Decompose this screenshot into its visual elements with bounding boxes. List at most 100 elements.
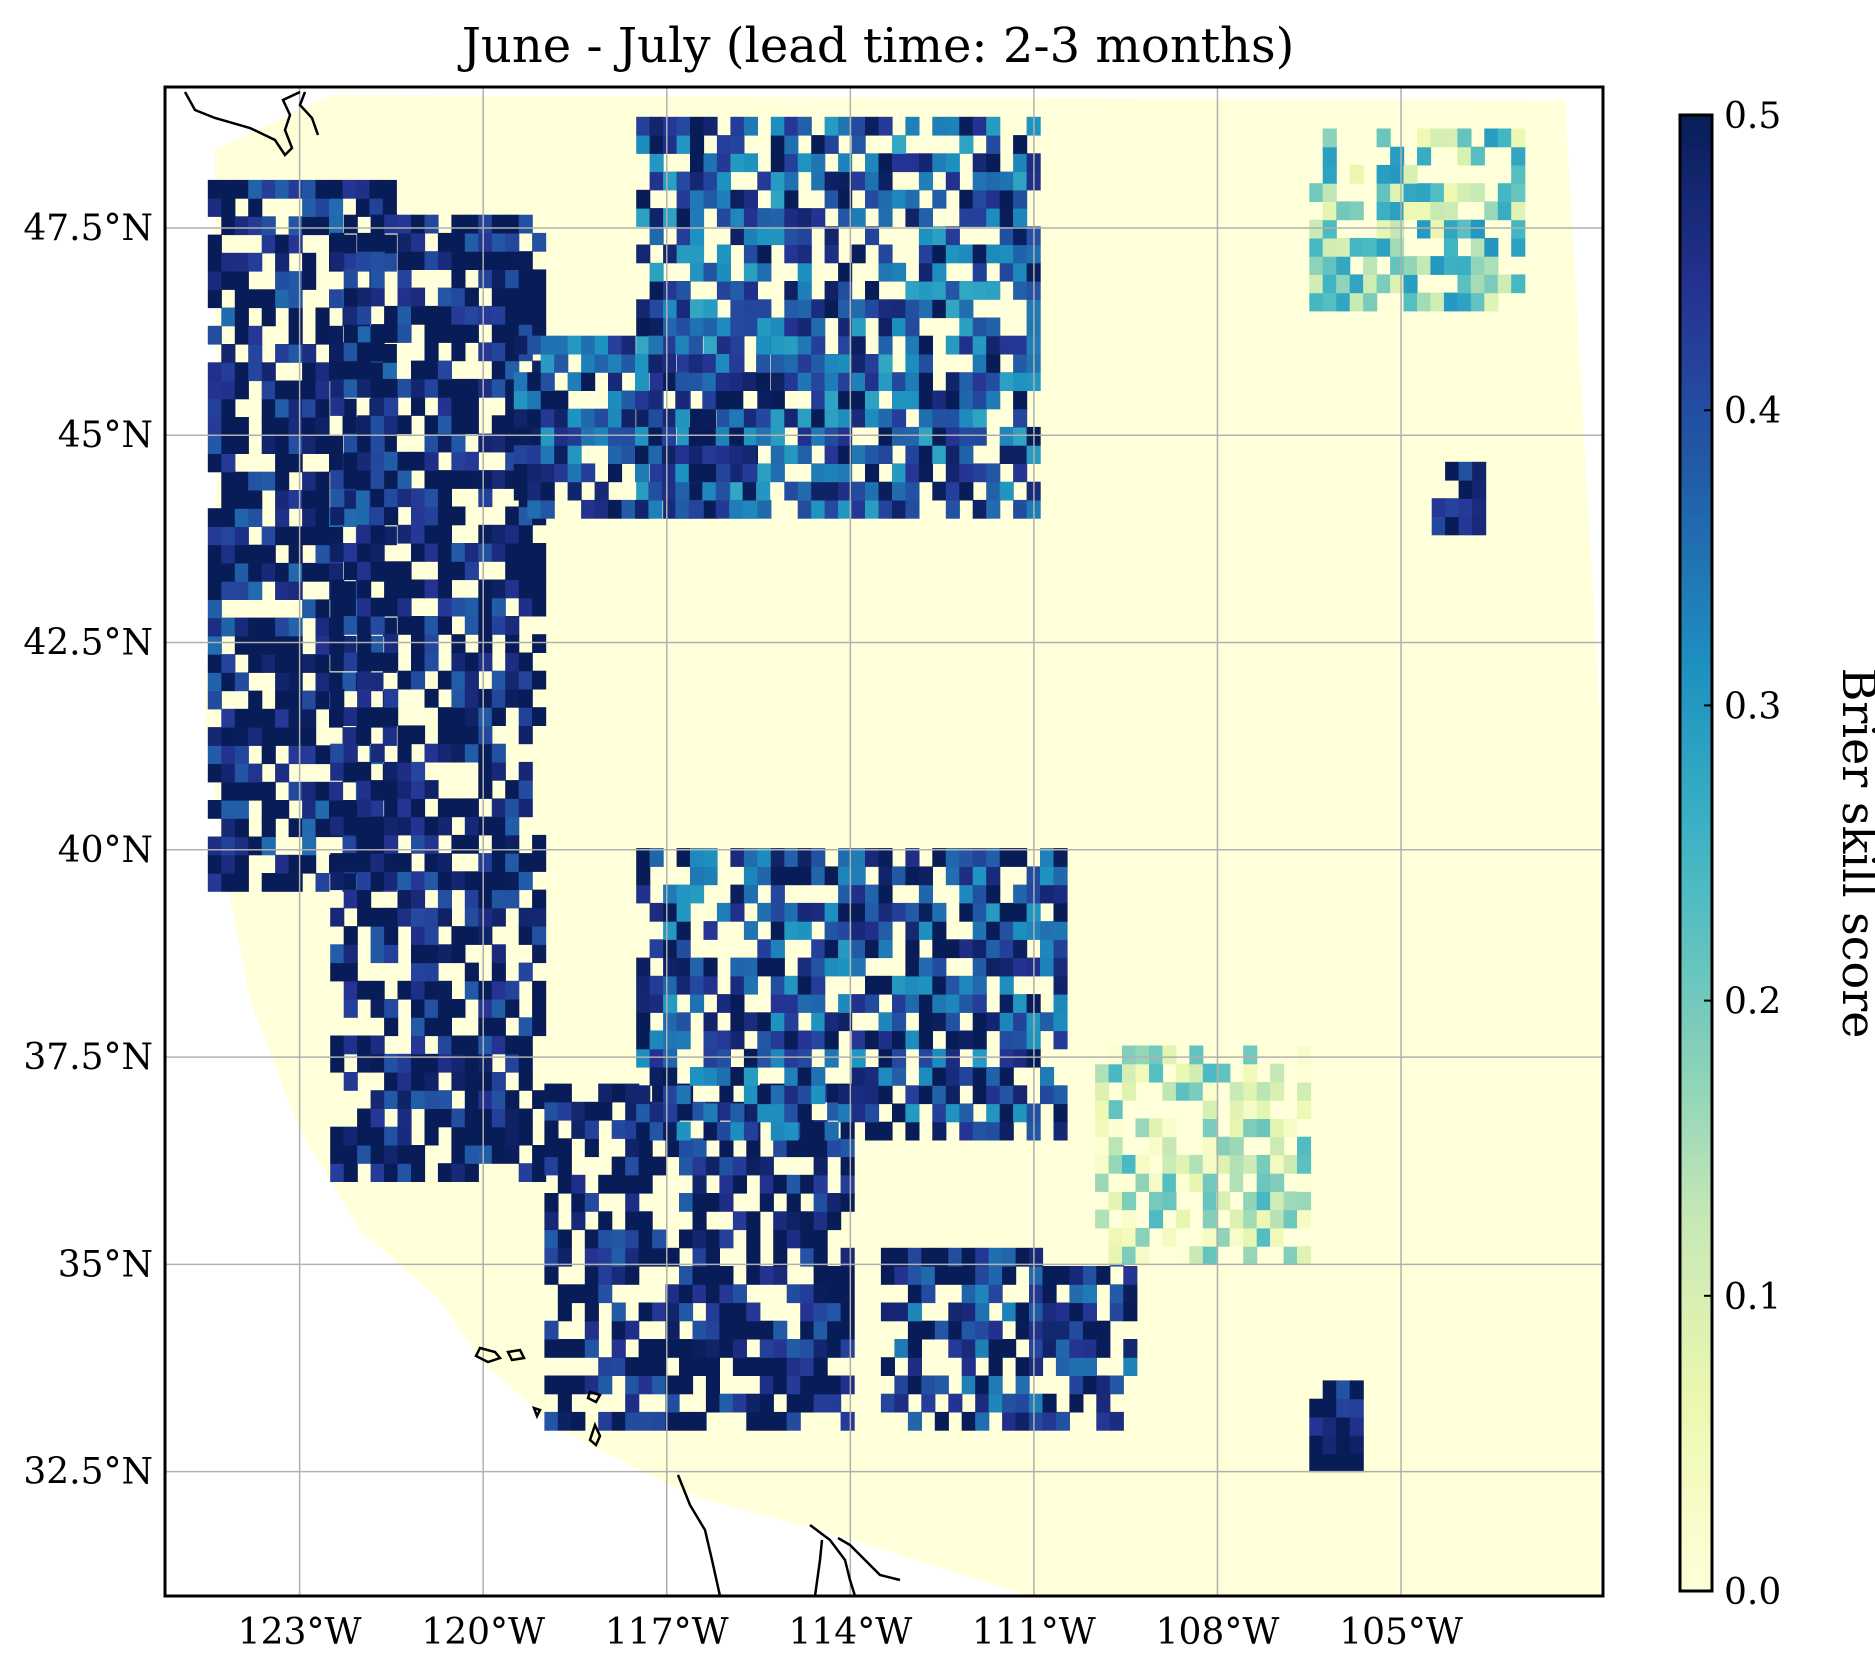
- skill-cell: [813, 1247, 828, 1267]
- skill-cell: [907, 1375, 922, 1395]
- skill-cell: [770, 189, 785, 209]
- skill-cell: [1376, 164, 1391, 184]
- skill-cell: [988, 1284, 1003, 1304]
- skill-cell: [234, 216, 249, 236]
- skill-cell: [357, 287, 372, 307]
- skill-cell: [894, 1339, 909, 1358]
- skill-cell: [491, 907, 506, 927]
- skill-cell: [464, 1108, 479, 1128]
- skill-cell: [451, 1072, 466, 1091]
- skill-cell: [329, 179, 344, 199]
- skill-cell: [1013, 957, 1028, 977]
- skill-cell: [464, 616, 479, 635]
- skill-cell: [838, 1103, 853, 1123]
- skill-cell: [505, 287, 520, 307]
- skill-cell: [1069, 1339, 1084, 1358]
- skill-cell: [921, 1284, 936, 1304]
- skill-cell: [892, 317, 907, 337]
- skill-cell: [357, 597, 372, 617]
- skill-cell: [384, 816, 399, 836]
- skill-cell: [756, 408, 771, 428]
- skill-cell: [838, 189, 853, 209]
- skill-cell: [451, 232, 466, 252]
- skill-cell: [905, 335, 920, 355]
- skill-cell: [424, 305, 439, 325]
- skill-cell: [625, 1393, 640, 1413]
- skill-cell: [827, 1193, 842, 1212]
- skill-cell: [865, 994, 880, 1013]
- latitude-tick-label: 40°N: [58, 830, 153, 871]
- skill-cell: [716, 902, 731, 922]
- skill-cell: [384, 561, 399, 581]
- skill-cell: [330, 378, 345, 398]
- skill-cell: [1029, 1411, 1044, 1431]
- skill-cell: [518, 597, 533, 617]
- skill-cell: [878, 189, 893, 209]
- skill-cell: [1403, 183, 1418, 202]
- skill-cell: [370, 926, 385, 945]
- skill-cell: [397, 579, 412, 599]
- skill-cell: [1243, 1118, 1258, 1138]
- skill-cell: [972, 921, 987, 940]
- skill-cell: [1053, 1121, 1068, 1141]
- skill-cell: [384, 415, 399, 435]
- skill-cell: [275, 289, 290, 309]
- skill-cell: [703, 1067, 718, 1086]
- skill-cell: [1149, 1173, 1164, 1192]
- skill-cell: [892, 299, 907, 319]
- skill-cell: [207, 800, 222, 819]
- skill-cell: [384, 761, 399, 781]
- skill-cell: [945, 481, 960, 501]
- skill-cell: [288, 544, 303, 564]
- skill-cell: [357, 433, 372, 453]
- skill-cell: [382, 435, 397, 454]
- skill-cell: [532, 543, 547, 562]
- skill-cell: [315, 179, 330, 199]
- skill-cell: [571, 1174, 586, 1194]
- skill-cell: [1243, 1154, 1258, 1174]
- skill-cell: [786, 1393, 801, 1413]
- skill-cell: [730, 975, 745, 995]
- skill-cell: [959, 463, 974, 483]
- skill-cell: [986, 390, 1001, 410]
- skill-cell: [813, 1211, 828, 1231]
- skill-cell: [770, 1085, 785, 1105]
- skill-cell: [730, 116, 745, 136]
- skill-cell: [1162, 1118, 1177, 1138]
- skill-cell: [800, 1375, 815, 1395]
- skill-cell: [851, 299, 866, 319]
- skill-cell: [705, 1375, 720, 1395]
- skill-cell: [797, 208, 812, 227]
- skill-cell: [1069, 1284, 1084, 1304]
- skill-cell: [370, 506, 385, 526]
- skill-cell: [770, 1048, 785, 1068]
- skill-cell: [1202, 1081, 1217, 1101]
- skill-cell: [743, 1048, 758, 1068]
- skill-cell: [557, 1174, 572, 1194]
- skill-cell: [384, 1053, 399, 1073]
- skill-cell: [343, 305, 358, 325]
- skill-cell: [649, 1103, 664, 1123]
- skill-cell: [437, 907, 452, 927]
- skill-cell: [221, 471, 236, 491]
- skill-cell: [959, 426, 974, 446]
- skill-cell: [329, 453, 344, 473]
- skill-cell: [880, 1357, 895, 1376]
- skill-cell: [207, 690, 222, 710]
- skill-cell: [999, 481, 1014, 501]
- skill-cell: [770, 1012, 785, 1032]
- skill-cell: [518, 670, 533, 690]
- skill-cell: [692, 1156, 707, 1176]
- skill-cell: [675, 463, 690, 483]
- skill-cell: [648, 408, 663, 428]
- colorbar-label: Brier skill score: [1832, 668, 1875, 1039]
- skill-cell: [1390, 219, 1405, 239]
- skill-cell: [261, 216, 276, 236]
- skill-cell: [851, 902, 866, 922]
- skill-cell: [370, 1090, 385, 1109]
- skill-cell: [437, 707, 452, 726]
- skill-cell: [719, 1101, 734, 1121]
- skill-cell: [505, 798, 520, 818]
- skill-cell: [784, 171, 799, 191]
- skill-cell: [532, 1090, 547, 1109]
